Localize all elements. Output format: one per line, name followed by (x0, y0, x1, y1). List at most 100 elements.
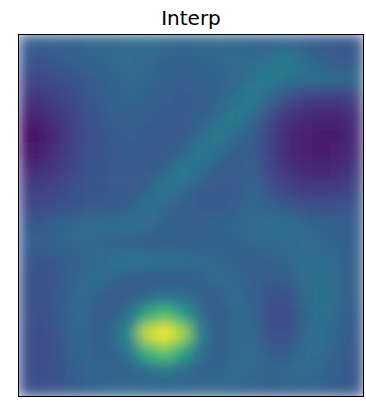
cell (70, 343, 88, 362)
cell (260, 34, 278, 53)
cell (329, 379, 347, 397)
cell (35, 143, 53, 162)
cell (139, 216, 157, 235)
cell (87, 197, 105, 216)
cell (18, 234, 36, 253)
cell (35, 270, 53, 289)
cell (35, 234, 53, 253)
cell (139, 125, 157, 144)
cell (226, 179, 244, 198)
cell (174, 361, 192, 380)
cell (226, 52, 244, 71)
cell (208, 343, 226, 362)
cell (191, 234, 209, 253)
cell (70, 125, 88, 144)
cell (87, 343, 105, 362)
cell (243, 343, 261, 362)
cell (18, 52, 36, 71)
cell (53, 107, 71, 126)
cell (105, 361, 123, 380)
cell (347, 52, 364, 71)
cell (70, 34, 88, 53)
cell (18, 343, 36, 362)
cell (35, 88, 53, 107)
cell (208, 306, 226, 325)
cell (295, 179, 313, 198)
cell (35, 288, 53, 307)
cell (208, 107, 226, 126)
cell (295, 143, 313, 162)
cell (208, 125, 226, 144)
cell (156, 216, 174, 235)
cell (156, 361, 174, 380)
cell (226, 343, 244, 362)
cell (226, 361, 244, 380)
cell (139, 234, 157, 253)
cell (295, 125, 313, 144)
cell (243, 197, 261, 216)
cell (278, 179, 296, 198)
cell (139, 34, 157, 53)
cell (295, 52, 313, 71)
cell (87, 270, 105, 289)
cell (35, 34, 53, 53)
cell (260, 252, 278, 271)
cell (329, 197, 347, 216)
cell (174, 216, 192, 235)
cell (260, 179, 278, 198)
cell (329, 324, 347, 343)
cell (174, 88, 192, 107)
cell (278, 288, 296, 307)
cell (278, 70, 296, 89)
cell (347, 234, 364, 253)
cell (70, 306, 88, 325)
cell (243, 179, 261, 198)
cell (105, 107, 123, 126)
cell (18, 216, 36, 235)
cell (226, 252, 244, 271)
cell (312, 88, 330, 107)
cell (278, 270, 296, 289)
cell (347, 252, 364, 271)
cell (53, 324, 71, 343)
cell (312, 70, 330, 89)
cell (226, 234, 244, 253)
cell (122, 306, 140, 325)
cell (191, 379, 209, 397)
cell (18, 143, 36, 162)
cell (278, 216, 296, 235)
cell (329, 288, 347, 307)
cell (139, 161, 157, 180)
cell (53, 306, 71, 325)
cell (105, 216, 123, 235)
cell (18, 107, 36, 126)
cell (312, 288, 330, 307)
cell (347, 107, 364, 126)
cell (87, 361, 105, 380)
cell (347, 88, 364, 107)
cell (329, 252, 347, 271)
cell (347, 216, 364, 235)
cell (329, 361, 347, 380)
cell (139, 52, 157, 71)
cell (208, 143, 226, 162)
cell (122, 161, 140, 180)
cell (174, 179, 192, 198)
cell (312, 343, 330, 362)
cell (156, 252, 174, 271)
cell (312, 361, 330, 380)
cell (208, 252, 226, 271)
cell (174, 70, 192, 89)
cell (243, 252, 261, 271)
cell (312, 306, 330, 325)
cell (295, 216, 313, 235)
cell (174, 125, 192, 144)
cell (53, 234, 71, 253)
cell (278, 343, 296, 362)
cell (312, 179, 330, 198)
cell (53, 270, 71, 289)
cell (295, 70, 313, 89)
cell (156, 179, 174, 198)
cell (226, 125, 244, 144)
cell (278, 34, 296, 53)
